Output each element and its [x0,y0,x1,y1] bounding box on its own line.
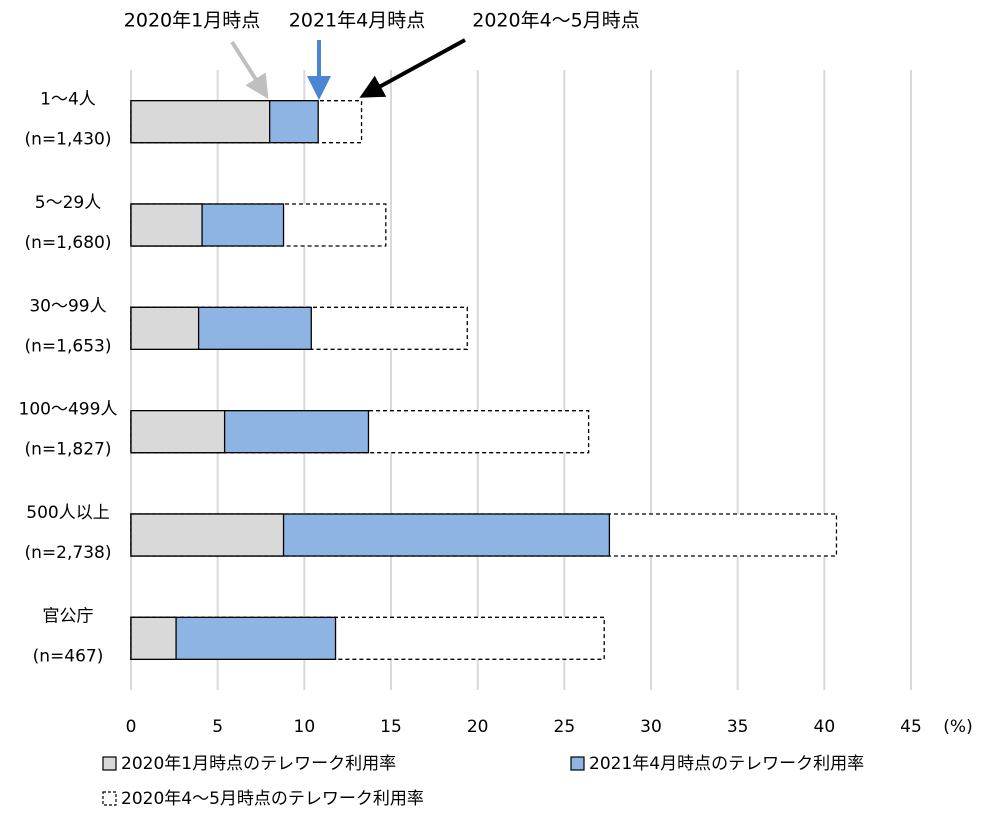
legend-label: 2021年4月時点のテレワーク利用率 [589,754,864,774]
x-tick-label: 45 [900,717,922,737]
bar [130,100,271,144]
y-tick-label: 30～99人 [29,296,106,316]
y-tick-label: (n=2,738) [25,543,112,563]
y-tick-label: 100～499人 [19,400,118,420]
y-tick-label: 官公庁 [43,606,94,626]
legend-swatch [102,791,117,806]
y-tick-label: 5～29人 [35,193,101,213]
annotation: 2021年4月時点 [289,10,425,32]
x-tick-label: 10 [294,717,316,737]
bar [130,616,177,660]
arrow [359,38,466,98]
annotation: 2020年4～5月時点 [472,10,640,32]
legend-label: 2020年1月時点のテレワーク利用率 [121,754,396,774]
arrow [230,40,269,100]
x-tick-label: 35 [727,717,749,737]
annotation: 2020年1月時点 [124,10,260,32]
x-tick-label: 5 [212,717,223,737]
x-unit: (%) [943,717,972,737]
y-tick-label: 500人以上 [26,503,109,523]
y-tick-label: 1～4人 [40,90,96,110]
y-tick-label: (n=1,653) [25,336,112,356]
bar [130,203,203,247]
x-tick-label: 0 [126,717,137,737]
y-tick-label: (n=1,680) [25,233,112,253]
x-tick-label: 15 [380,717,402,737]
legend-swatch [570,756,585,771]
x-tick-label: 40 [814,717,836,737]
y-tick-label: (n=1,827) [25,440,112,460]
bar [130,513,285,557]
x-tick-label: 30 [640,717,662,737]
bar [130,306,200,350]
legend-label: 2020年4～5月時点のテレワーク利用率 [121,789,424,809]
legend-swatch [102,756,117,771]
x-tick-label: 20 [467,717,489,737]
bar [130,410,226,454]
x-tick-label: 25 [554,717,576,737]
y-tick-label: (n=1,430) [25,130,112,150]
y-tick-label: (n=467) [33,646,104,666]
